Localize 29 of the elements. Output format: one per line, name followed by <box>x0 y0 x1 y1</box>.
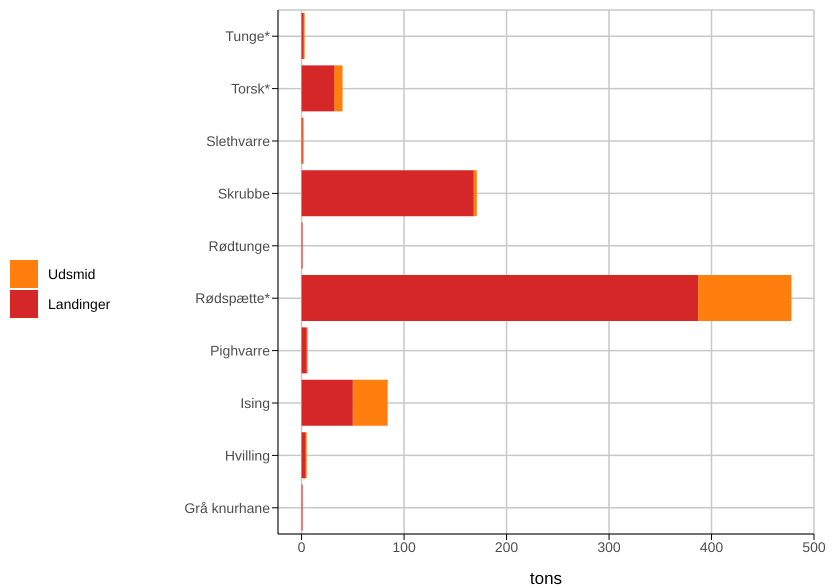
bar <box>334 65 343 112</box>
y-tick-label: Hvilling <box>224 447 270 464</box>
bar <box>302 380 353 426</box>
bar <box>698 275 792 321</box>
y-tick-label: Rødspætte* <box>195 290 271 306</box>
bar <box>302 170 474 216</box>
bar <box>352 380 388 426</box>
bar <box>474 170 477 216</box>
x-tick-label: 100 <box>392 538 416 555</box>
bar <box>302 327 307 374</box>
y-tick-label: Torsk* <box>231 80 271 97</box>
x-tick-label: 0 <box>298 538 306 555</box>
y-tick-label: Tunge* <box>225 28 271 44</box>
y-tick-label: Pighvarre <box>210 342 270 359</box>
bar <box>302 65 334 112</box>
y-tick-label: Rødtunge <box>208 238 270 254</box>
bar <box>302 275 698 321</box>
bar <box>302 432 306 478</box>
x-tick-label: 300 <box>597 538 621 555</box>
legend-label: Landinger <box>48 296 110 312</box>
y-tick-label: Skrubbe <box>218 185 270 202</box>
legend-label: Udsmid <box>48 266 96 282</box>
x-tick-label: 500 <box>802 538 826 555</box>
x-tick-label: 400 <box>700 538 724 555</box>
y-tick-label: Ising <box>240 394 270 411</box>
x-tick-label: 200 <box>494 538 518 555</box>
x-axis-title: tons <box>530 569 562 588</box>
y-tick-label: Slethvarre <box>206 132 270 149</box>
y-tick-label: Grå knurhane <box>184 500 270 516</box>
